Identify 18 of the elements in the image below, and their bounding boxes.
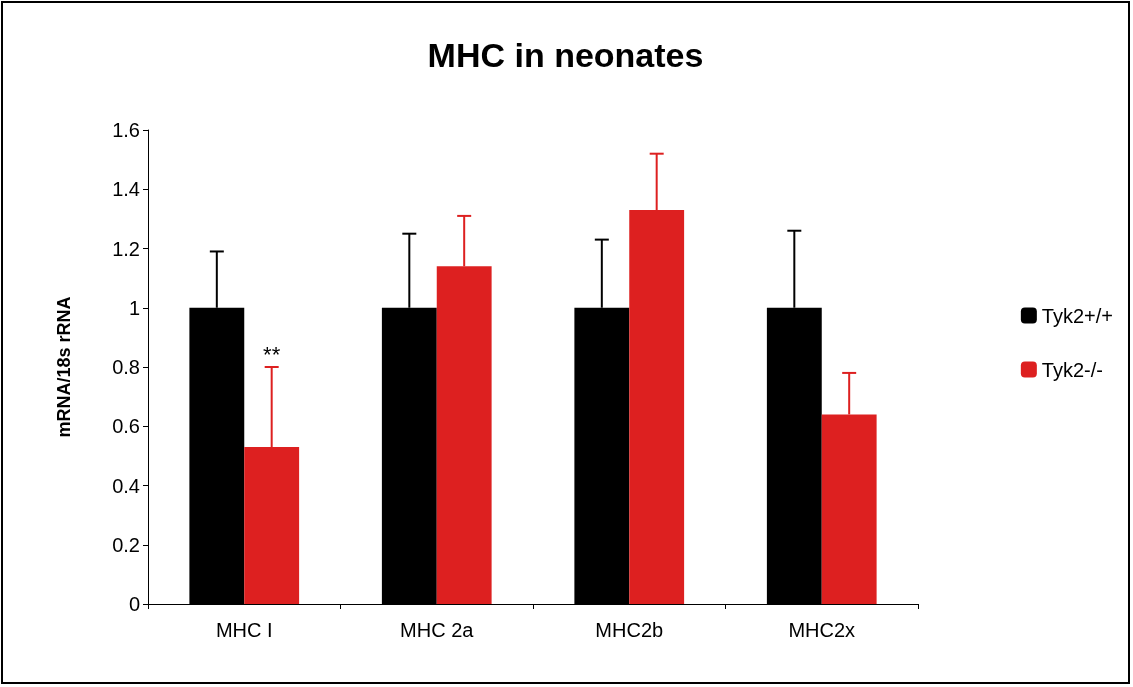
x-tick-label: MHC2x — [788, 619, 856, 641]
y-tick-label: 1.6 — [112, 119, 140, 141]
y-tick-label: 1.4 — [112, 178, 140, 201]
x-tick-label: MHC 2a — [400, 619, 475, 641]
legend-label: Tyk2-/- — [1041, 358, 1103, 381]
annotation: ** — [263, 341, 281, 367]
y-tick-label: 0 — [128, 593, 140, 615]
legend-label: Tyk2+/+ — [1041, 304, 1113, 327]
chart-title: MHC in neonates — [427, 36, 704, 74]
y-tick-label: 0.8 — [112, 356, 140, 378]
y-tick-label: 0.2 — [112, 533, 140, 556]
y-axis-title: mRNA/18s rRNA — [54, 296, 74, 438]
y-tick-label: 0.4 — [112, 474, 140, 497]
y-tick-label: 0.6 — [112, 415, 140, 438]
y-tick-label: 1.2 — [112, 237, 140, 260]
x-tick-label: MHC2b — [595, 619, 664, 641]
y-tick-label: 1 — [128, 296, 140, 319]
x-tick-label: MHC I — [215, 619, 273, 641]
